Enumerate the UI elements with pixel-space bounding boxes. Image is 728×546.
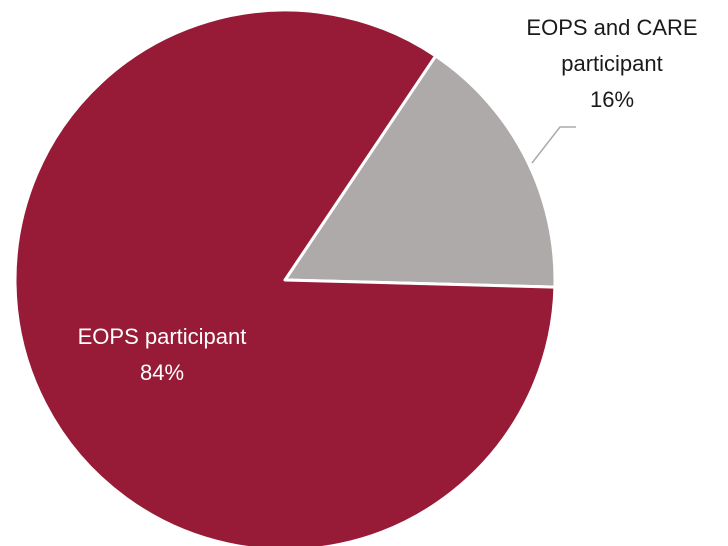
slice-labels: EOPS and CARE participant 16% EOPS particip… [78,15,698,385]
slice-name-line: participant [561,51,663,76]
leader-line-eops-and-care-participant [531,126,576,164]
slice-value-label: 16% [590,87,634,112]
leader-lines [531,126,576,164]
slice-name-line: EOPS participant [78,324,247,349]
pie-slice-eops-and-care-participant [283,54,557,289]
slice-label-eops-participant: EOPS participant 84% [78,324,247,385]
slice-label-eops-and-care-participant: EOPS and CARE participant 16% [526,15,697,112]
slice-value-label: 84% [140,360,184,385]
slice-name-line: EOPS and CARE [526,15,697,40]
pie-slices [13,8,557,546]
pie-slice-eops-participant [13,8,557,546]
